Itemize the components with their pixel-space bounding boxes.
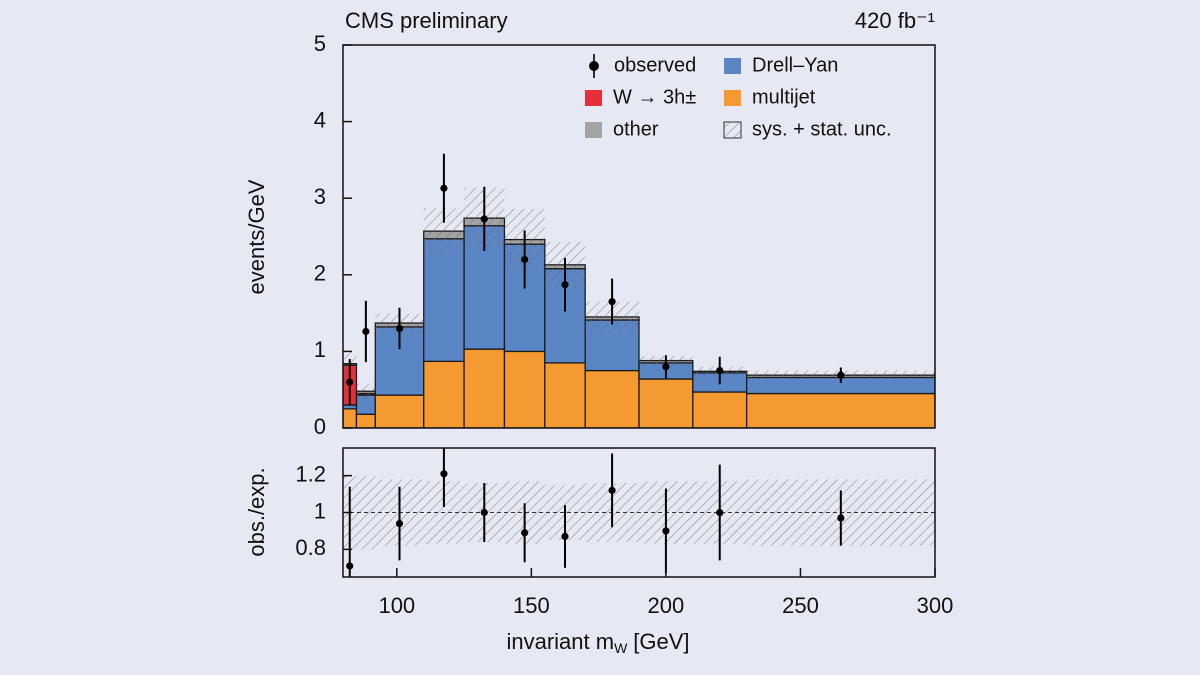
uncertainty-band [356, 383, 376, 399]
chart-title: CMS preliminary [345, 8, 508, 33]
legend-label: observed [614, 54, 696, 76]
histogram-bar [745, 392, 935, 428]
ratio-y-axis-label: obs./exp. [244, 467, 269, 556]
histogram-bar [423, 238, 465, 363]
luminosity: 420 fb⁻¹ [855, 8, 935, 33]
histogram-bar [463, 348, 506, 428]
y-tick-label: 5 [314, 31, 326, 56]
data-point [608, 298, 616, 306]
legend-swatch [585, 90, 602, 106]
y-tick-label: 1.2 [295, 461, 326, 486]
legend-label: Drell–Yan [752, 54, 838, 76]
ratio-plot [343, 448, 935, 577]
data-point [837, 371, 845, 379]
data-point [395, 324, 404, 333]
data-point [440, 470, 448, 478]
histogram-bar [423, 360, 465, 428]
x-axis-label-text: invariant m [506, 629, 614, 654]
histogram-bar [638, 378, 694, 428]
histogram-bar [355, 413, 376, 428]
x-tick-label: 150 [513, 593, 550, 618]
x-tick-label: 100 [378, 593, 415, 618]
plot-frame [342, 44, 936, 429]
legend-swatch [585, 122, 602, 138]
data-point [395, 519, 404, 528]
legend-swatch [724, 58, 741, 74]
x-tick-label: 250 [782, 593, 819, 618]
overlay: 0 1 2 3 4 5 observed Drell–Yan W → 3h± multijet ot… [295, 31, 953, 618]
y-tick-label: 1 [314, 498, 326, 523]
main-plot [343, 153, 935, 428]
legend-label: W → 3h± [613, 86, 696, 108]
x-tick-label: 300 [917, 593, 954, 618]
x-axis-label: invariant mW [GeV] [506, 629, 689, 656]
data-point [346, 378, 354, 386]
histogram-bar [503, 350, 546, 428]
histogram-bar [374, 394, 425, 428]
y-tick-label: 4 [314, 107, 326, 132]
y-tick-label: 0 [314, 414, 326, 439]
histogram-bar [343, 408, 358, 428]
histogram-bar [584, 369, 640, 428]
data-point [716, 366, 724, 375]
data-point [440, 184, 448, 192]
data-point [608, 486, 616, 494]
x-axis-label-sub: W [614, 640, 628, 656]
data-point [362, 327, 370, 336]
histogram-bar [544, 362, 586, 428]
data-point [662, 363, 670, 371]
legend-swatch [724, 90, 741, 106]
y-tick-label: 2 [314, 261, 326, 286]
legend-marker [589, 61, 599, 71]
y-tick-label: 1 [314, 337, 326, 362]
y-axis-label: events/GeV [244, 179, 269, 294]
data-point [480, 508, 488, 517]
legend-label: multijet [752, 86, 816, 108]
data-point [716, 508, 724, 517]
data-point [521, 255, 529, 264]
histogram-bar [692, 391, 748, 428]
x-tick-label: 200 [648, 593, 685, 618]
legend-label: sys. + stat. unc. [752, 118, 892, 140]
legend-swatch [723, 121, 742, 139]
data-point [521, 529, 529, 537]
data-point [480, 215, 488, 223]
data-point [662, 527, 670, 535]
x-axis-label-unit: [GeV] [633, 629, 689, 654]
y-tick-label: 3 [314, 184, 326, 209]
y-tick-label: 0.8 [295, 535, 326, 560]
data-point [561, 281, 569, 289]
data-point [837, 514, 845, 522]
legend-label: other [613, 118, 659, 140]
data-point [561, 532, 569, 541]
data-point [346, 562, 354, 570]
